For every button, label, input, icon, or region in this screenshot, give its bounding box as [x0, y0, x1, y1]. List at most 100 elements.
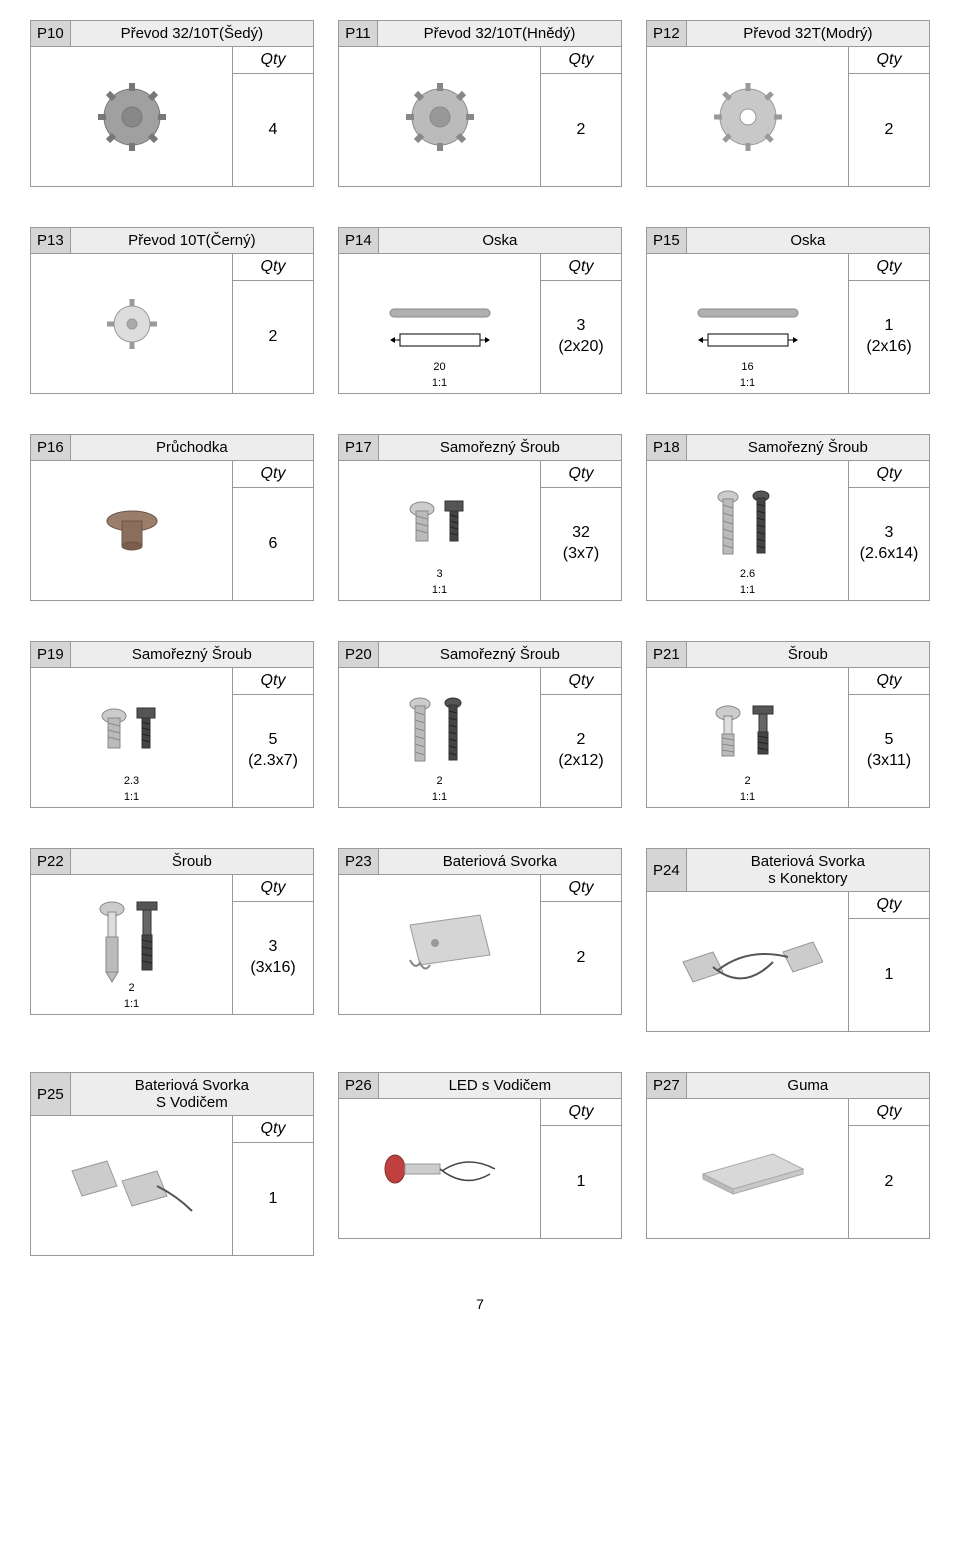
part-illustration: 21:1: [339, 668, 541, 807]
qty-header: Qty: [233, 461, 313, 488]
part-card: P18Samořezný Šroub2.61:1Qty3 (2.6x14): [646, 434, 930, 601]
part-card: P12Převod 32T(Modrý)Qty2: [646, 20, 930, 187]
qty-header: Qty: [541, 461, 621, 488]
part-title: LED s Vodičem: [379, 1072, 622, 1099]
qty-value: 2: [849, 74, 929, 186]
part-card: P13Převod 10T(Černý)Qty2: [30, 227, 314, 394]
qty-header: Qty: [849, 668, 929, 695]
qty-value: 1: [541, 1126, 621, 1238]
part-card: P19Samořezný Šroub2.31:1Qty5 (2.3x7): [30, 641, 314, 808]
part-title: Guma: [687, 1072, 930, 1099]
part-title: Bateriová Svorka: [379, 848, 622, 875]
qty-value: 2: [849, 1126, 929, 1238]
part-card: P25Bateriová Svorka S VodičemQty1: [30, 1072, 314, 1256]
part-card: P20Samořezný Šroub21:1Qty2 (2x12): [338, 641, 622, 808]
part-card: P10Převod 32/10T(Šedý)Qty4: [30, 20, 314, 187]
part-illustration: [31, 461, 233, 600]
part-id: P13: [30, 227, 71, 254]
qty-value: 3 (2.6x14): [849, 488, 929, 600]
qty-header: Qty: [233, 47, 313, 74]
dimension-label: 2: [128, 982, 134, 994]
part-id: P17: [338, 434, 379, 461]
part-illustration: 31:1: [339, 461, 541, 600]
qty-header: Qty: [849, 892, 929, 919]
part-id: P12: [646, 20, 687, 47]
qty-header: Qty: [541, 875, 621, 902]
part-id: P10: [30, 20, 71, 47]
qty-header: Qty: [233, 875, 313, 902]
part-id: P21: [646, 641, 687, 668]
part-id: P11: [338, 20, 378, 47]
scale-label: 1:1: [124, 791, 139, 803]
part-id: P25: [30, 1072, 71, 1116]
part-title: Oska: [379, 227, 622, 254]
qty-header: Qty: [541, 47, 621, 74]
part-title: Samořezný Šroub: [379, 434, 622, 461]
scale-label: 1:1: [432, 377, 447, 389]
part-id: P26: [338, 1072, 379, 1099]
part-id: P15: [646, 227, 687, 254]
dimension-label: 2: [436, 775, 442, 787]
part-illustration: 2.61:1: [647, 461, 849, 600]
qty-value: 4: [233, 74, 313, 186]
part-title: Samořezný Šroub: [379, 641, 622, 668]
part-illustration: [647, 892, 849, 1031]
part-illustration: [647, 1099, 849, 1238]
part-title: Převod 32/10T(Šedý): [71, 20, 314, 47]
part-title: Převod 32/10T(Hnědý): [378, 20, 622, 47]
part-illustration: [31, 254, 233, 393]
part-card: P21Šroub21:1Qty5 (3x11): [646, 641, 930, 808]
part-illustration: [31, 1116, 233, 1255]
part-title: Převod 32T(Modrý): [687, 20, 930, 47]
part-id: P14: [338, 227, 379, 254]
part-title: Samořezný Šroub: [687, 434, 930, 461]
part-card: P24Bateriová Svorka s KonektoryQty1: [646, 848, 930, 1032]
part-title: Bateriová Svorka s Konektory: [687, 848, 930, 892]
qty-value: 2: [233, 281, 313, 393]
part-title: Průchodka: [71, 434, 314, 461]
part-illustration: [339, 875, 541, 1014]
dimension-label: 3: [436, 568, 442, 580]
qty-header: Qty: [541, 254, 621, 281]
part-title: Převod 10T(Černý): [71, 227, 314, 254]
part-card: P27GumaQty2: [646, 1072, 930, 1256]
qty-header: Qty: [849, 1099, 929, 1126]
part-id: P24: [646, 848, 687, 892]
qty-value: 3 (2x20): [541, 281, 621, 393]
part-illustration: [647, 47, 849, 186]
dimension-label: 20: [433, 361, 445, 373]
part-card: P14Oska201:1Qty3 (2x20): [338, 227, 622, 394]
part-card: P26LED s VodičemQty1: [338, 1072, 622, 1256]
part-title: Šroub: [687, 641, 930, 668]
scale-label: 1:1: [740, 584, 755, 596]
qty-header: Qty: [849, 47, 929, 74]
qty-value: 5 (3x11): [849, 695, 929, 807]
part-illustration: [339, 47, 541, 186]
qty-value: 1: [233, 1143, 313, 1255]
scale-label: 1:1: [740, 791, 755, 803]
qty-header: Qty: [233, 1116, 313, 1143]
part-id: P23: [338, 848, 379, 875]
part-title: Šroub: [71, 848, 314, 875]
qty-header: Qty: [541, 1099, 621, 1126]
part-illustration: 21:1: [647, 668, 849, 807]
dimension-label: 2: [744, 775, 750, 787]
qty-header: Qty: [233, 668, 313, 695]
part-illustration: 21:1: [31, 875, 233, 1014]
part-illustration: [31, 47, 233, 186]
part-id: P27: [646, 1072, 687, 1099]
part-illustration: 201:1: [339, 254, 541, 393]
qty-header: Qty: [233, 254, 313, 281]
qty-header: Qty: [541, 668, 621, 695]
qty-header: Qty: [849, 461, 929, 488]
dimension-label: 2.3: [124, 775, 139, 787]
qty-value: 1: [849, 919, 929, 1031]
part-card: P15Oska161:1Qty1 (2x16): [646, 227, 930, 394]
dimension-label: 2.6: [740, 568, 755, 580]
part-id: P16: [30, 434, 71, 461]
part-id: P18: [646, 434, 687, 461]
qty-value: 2: [541, 902, 621, 1014]
qty-header: Qty: [849, 254, 929, 281]
part-id: P19: [30, 641, 71, 668]
part-title: Samořezný Šroub: [71, 641, 314, 668]
